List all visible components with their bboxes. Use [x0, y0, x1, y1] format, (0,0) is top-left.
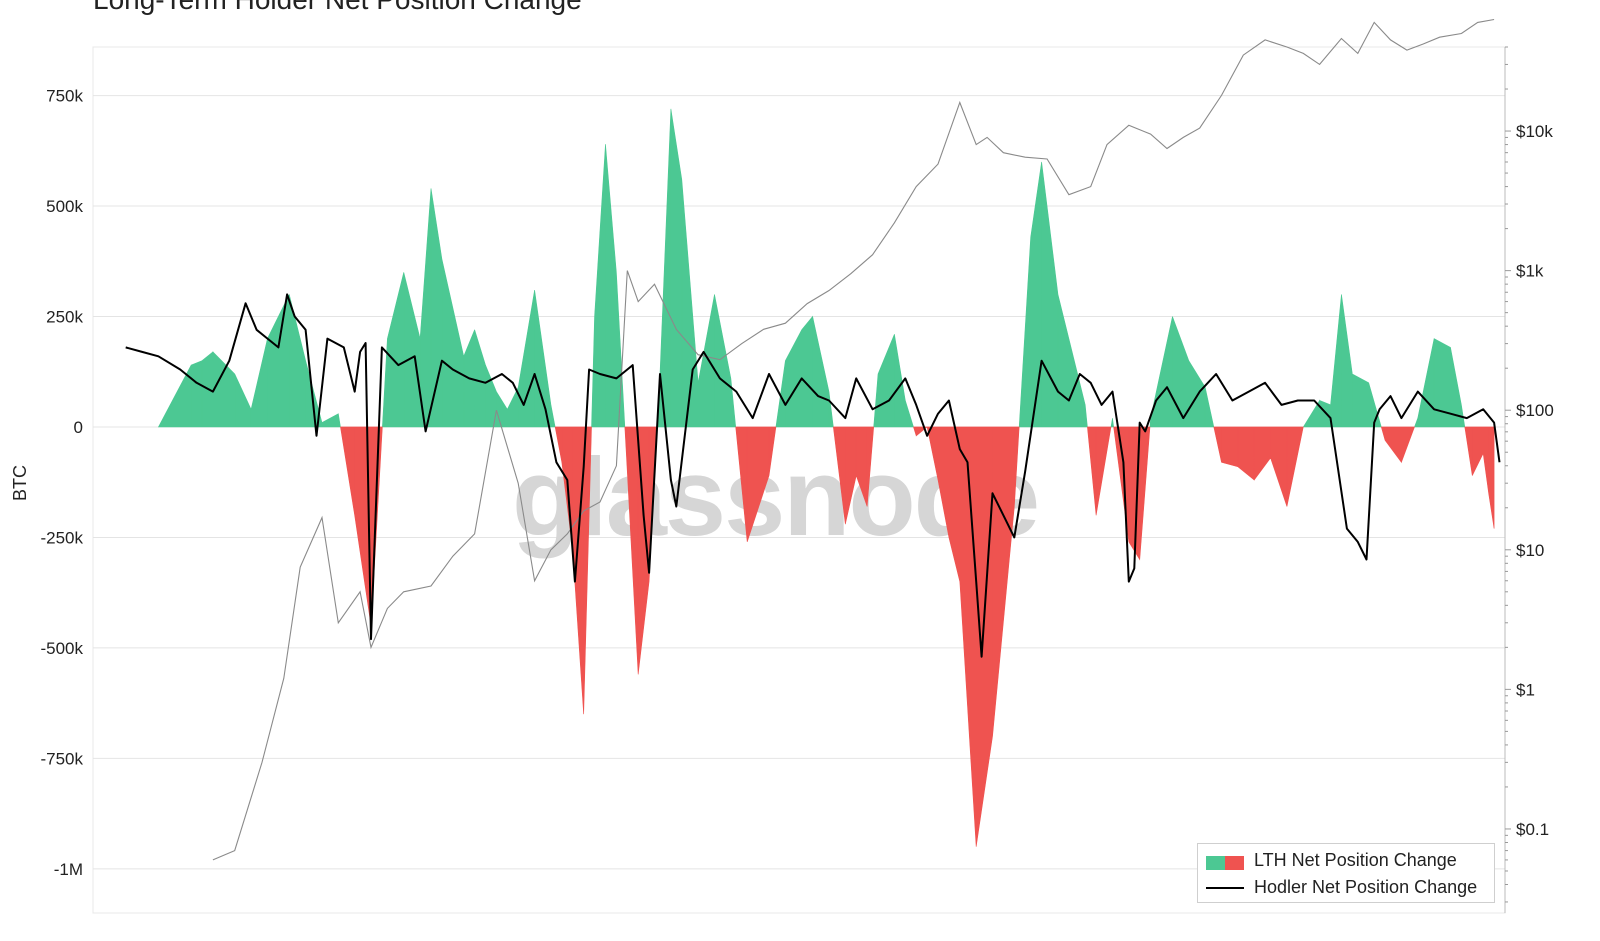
y2-tick-label: $10 — [1516, 541, 1544, 560]
y-tick-label: -750k — [40, 749, 83, 768]
lth-area — [157, 108, 1495, 847]
y-tick-label: -1M — [54, 860, 83, 879]
legend: LTH Net Position Change Hodler Net Posit… — [1197, 843, 1495, 903]
y-tick-label: 750k — [46, 87, 83, 106]
y2-tick-label: $10k — [1516, 122, 1553, 141]
legend-item-hodler: Hodler Net Position Change — [1206, 877, 1477, 898]
y2-tick-label: $0.1 — [1516, 820, 1549, 839]
y-tick-label: 500k — [46, 197, 83, 216]
y2-tick-label: $1 — [1516, 680, 1535, 699]
price-line — [212, 18, 1495, 861]
axes: -1M -750k -500k -250k 0 250k 500k 750k $0.1 $1 $10… — [40, 46, 1554, 913]
y2-tick-label: $100 — [1516, 401, 1554, 420]
y-tick-label: 250k — [46, 308, 83, 327]
y-tick-label: -250k — [40, 528, 83, 547]
legend-swatch-hodler — [1206, 886, 1244, 889]
legend-label-hodler: Hodler Net Position Change — [1254, 877, 1478, 897]
legend-swatch-lth — [1206, 854, 1244, 870]
y2-tick-label: $1k — [1516, 262, 1544, 281]
hodler-line — [125, 293, 1501, 658]
y-tick-label: -500k — [40, 639, 83, 658]
y-tick-label: 0 — [74, 418, 83, 437]
lth-area-positive — [157, 108, 1466, 428]
legend-item-lth: LTH Net Position Change — [1206, 850, 1457, 871]
chart-title: Long-Term Holder Net Position Change — [93, 0, 582, 16]
hodler-line-path — [125, 293, 1501, 658]
y-axis-title: BTC — [10, 465, 30, 501]
legend-label-lth: LTH Net Position Change — [1254, 850, 1457, 870]
price-line-path — [212, 18, 1495, 861]
